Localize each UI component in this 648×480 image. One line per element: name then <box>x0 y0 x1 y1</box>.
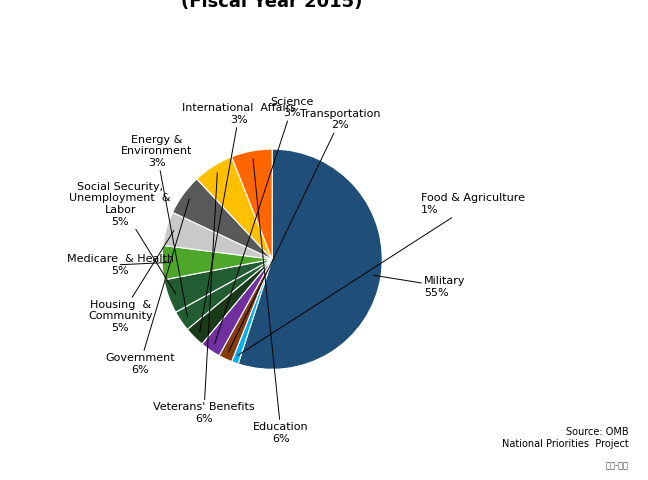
Wedge shape <box>197 157 272 259</box>
Title: President's Proposed Discretionary Spending
(Fiscal Year 2015): President's Proposed Discretionary Spend… <box>43 0 502 11</box>
Text: Military
55%: Military 55% <box>373 275 466 298</box>
Wedge shape <box>231 259 272 364</box>
Wedge shape <box>219 259 272 361</box>
Text: Source: OMB
National Priorities  Project: Source: OMB National Priorities Project <box>502 427 629 449</box>
Text: Transportation
2%: Transportation 2% <box>229 109 380 352</box>
Text: Food & Agriculture
1%: Food & Agriculture 1% <box>237 193 525 356</box>
Text: Veterans' Benefits
6%: Veterans' Benefits 6% <box>153 173 255 424</box>
Wedge shape <box>176 259 272 329</box>
Wedge shape <box>238 149 382 369</box>
Text: International  Affairs
3%: International Affairs 3% <box>182 103 296 332</box>
Wedge shape <box>202 259 272 356</box>
Text: Housing  &
Community
5%: Housing & Community 5% <box>88 230 174 333</box>
Wedge shape <box>164 259 272 312</box>
Wedge shape <box>172 179 272 259</box>
Wedge shape <box>163 212 272 259</box>
Text: Energy &
Environment
3%: Energy & Environment 3% <box>121 135 192 317</box>
Text: Science
3%: Science 3% <box>214 96 314 344</box>
Wedge shape <box>231 149 272 259</box>
Text: Government
6%: Government 6% <box>105 199 189 374</box>
Text: Medicare  & Health
5%: Medicare & Health 5% <box>67 254 174 276</box>
Text: Social Security,
Unemployment  &
Labor
5%: Social Security, Unemployment & Labor 5% <box>69 182 176 294</box>
Text: Education
6%: Education 6% <box>253 158 309 444</box>
Text: ⒸⒾ-ⓃⒸ: ⒸⒾ-ⓃⒸ <box>606 461 629 470</box>
Wedge shape <box>162 245 272 280</box>
Wedge shape <box>187 259 272 344</box>
